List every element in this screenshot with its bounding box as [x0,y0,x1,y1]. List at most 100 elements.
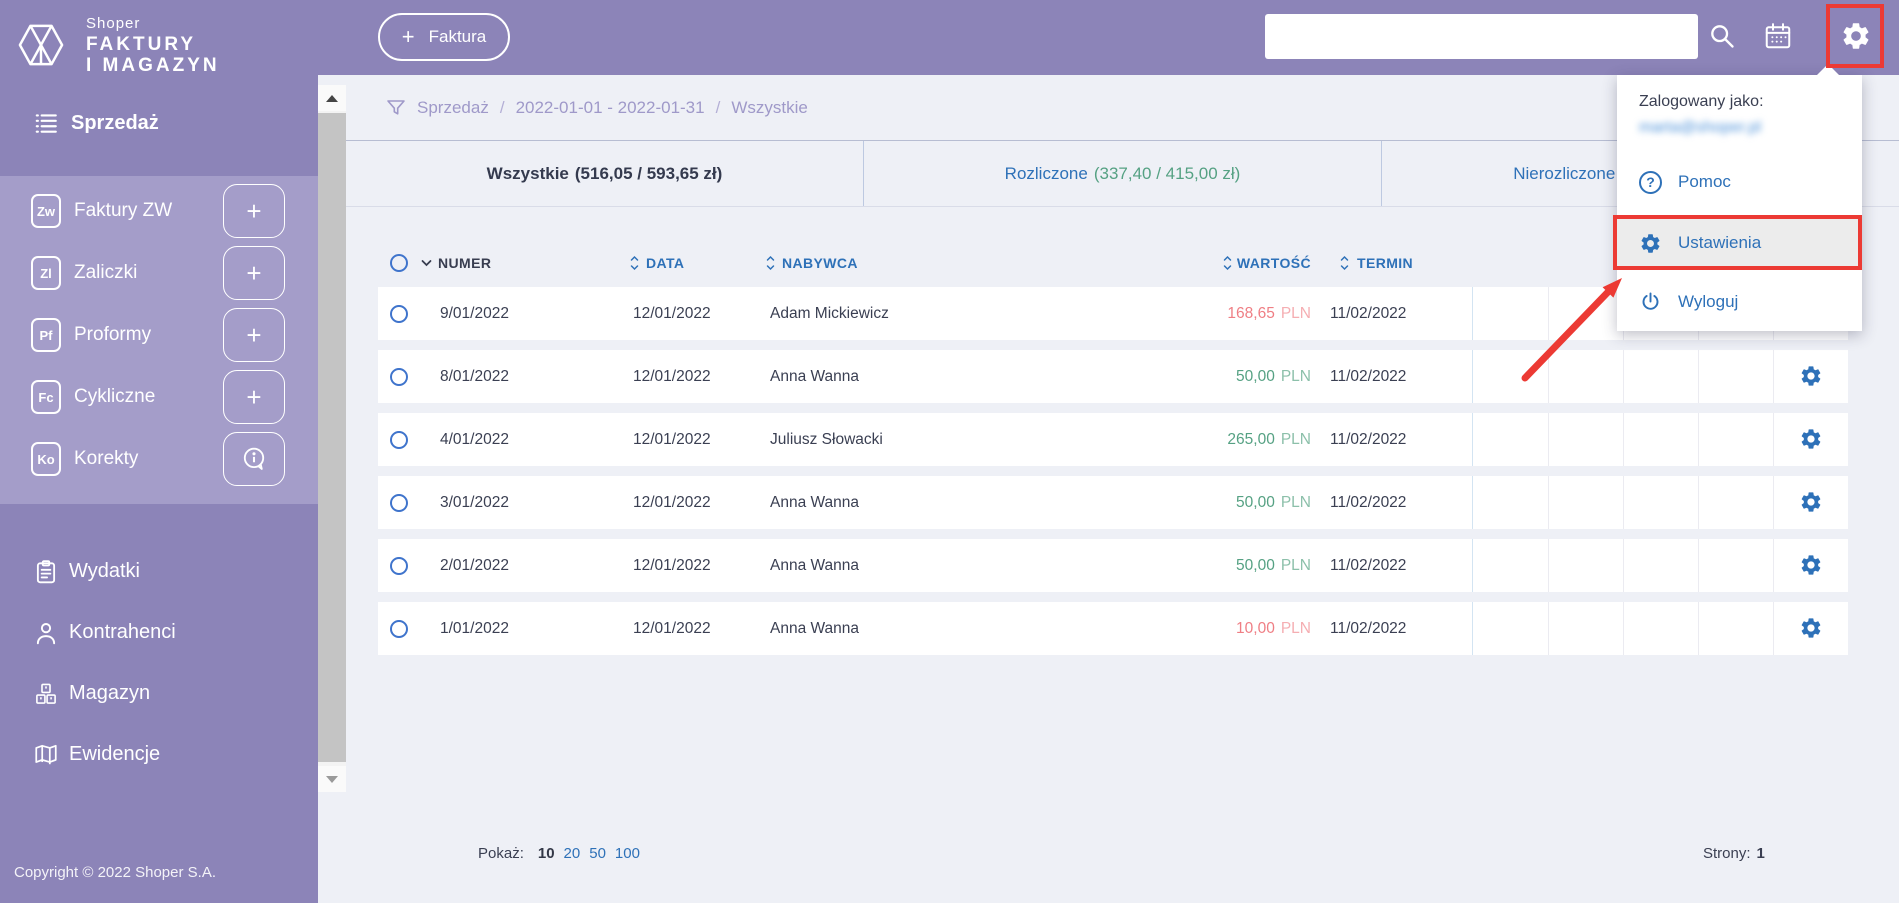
menu-item-wyloguj[interactable]: Wyloguj [1617,279,1862,325]
column-header-nabywca[interactable]: NABYWCA [782,255,858,271]
table-row[interactable]: 8/01/2022 12/01/2022 Anna Wanna 50,00 PL… [378,350,1848,403]
brand-magazyn: I MAGAZYN [86,55,220,76]
sidebar-item-label: Faktury ZW [74,200,173,221]
sort-icon[interactable] [766,255,775,271]
row-settings-gear-icon[interactable] [1799,427,1823,451]
column-divider [1773,350,1774,403]
brand-shoper: Shoper [86,15,141,32]
row-checkbox[interactable] [390,430,408,449]
filter-funnel-icon[interactable] [386,98,406,118]
user-email: marta@shoper.pl [1639,119,1762,136]
cell-nabywca: Anna Wanna [770,619,860,637]
page-size-50[interactable]: 50 [589,845,606,862]
table-row[interactable]: 4/01/2022 12/01/2022 Juliusz Słowacki 26… [378,413,1848,466]
calendar-icon[interactable] [1763,21,1793,51]
current-page: 1 [1756,845,1765,862]
cell-numer: 9/01/2022 [440,304,509,322]
sidebar-item-ewidencje[interactable]: Ewidencje [0,724,318,785]
row-checkbox[interactable] [390,556,408,575]
sidebar-item-korekty[interactable]: Ko Korekty [0,428,318,490]
breadcrumb-date-range[interactable]: 2022-01-01 - 2022-01-31 [515,98,705,117]
add-zaliczka-button[interactable]: + [223,246,285,300]
menu-item-label: Wyloguj [1678,292,1739,311]
scrollbar-thumb[interactable] [318,113,346,762]
sort-desc-icon [421,260,432,267]
sidebar-item-faktury-zw[interactable]: Zw Faktury ZW + [0,180,318,242]
add-faktura-zw-button[interactable]: + [223,184,285,238]
copyright-text: Copyright © 2022 Shoper S.A. [14,864,217,881]
doc-zl-icon: Zl [31,256,61,290]
add-proforma-button[interactable]: + [223,308,285,362]
column-header-numer[interactable]: NUMER [438,255,492,271]
cell-data: 12/01/2022 [633,493,711,511]
show-label: Pokaż: [478,845,524,862]
row-checkbox[interactable] [390,493,408,512]
row-checkbox[interactable] [390,304,408,323]
sidebar-item-wydatki[interactable]: Wydatki [0,541,318,602]
scroll-up-button[interactable] [318,85,346,111]
arrow-down-icon [326,775,338,783]
tab-wszystkie[interactable]: Wszystkie (516,05 / 593,65 zł) [346,141,863,206]
sidebar-item-kontrahenci[interactable]: Kontrahenci [0,602,318,663]
korekty-info-button[interactable] [223,432,285,486]
app-logo: Shoper FAKTURY I MAGAZYN [18,13,220,76]
search-icon[interactable] [1708,22,1736,50]
vertical-scrollbar[interactable] [318,85,346,792]
column-header-termin[interactable]: TERMIN [1357,255,1414,271]
column-header-wartosc[interactable]: WARTOŚĆ [1236,255,1311,271]
row-settings-gear-icon[interactable] [1799,490,1823,514]
sidebar-item-magazyn[interactable]: Magazyn [0,663,318,724]
scroll-down-button[interactable] [318,766,346,792]
plus-icon: + [401,24,415,49]
menu-item-pomoc[interactable]: ? Pomoc [1617,159,1862,205]
person-icon [36,622,56,644]
row-checkbox[interactable] [390,619,408,638]
sidebar-item-proformy[interactable]: Pf Proformy + [0,304,318,366]
sort-icon[interactable] [1223,255,1232,271]
tab-rozliczone[interactable]: Rozliczone (337,40 / 415,00 zł) [863,141,1381,206]
table-row[interactable]: 1/01/2022 12/01/2022 Anna Wanna 10,00 PL… [378,602,1848,655]
menu-item-ustawienia[interactable]: Ustawienia [1617,218,1862,268]
tab-amounts: (337,40 / 415,00 zł) [1093,163,1241,183]
value-currency: PLN [1280,304,1311,322]
sidebar-item-zaliczki[interactable]: Zl Zaliczki + [0,242,318,304]
table-row[interactable]: 2/01/2022 12/01/2022 Anna Wanna 50,00 PL… [378,539,1848,592]
add-cykliczna-button[interactable]: + [223,370,285,424]
column-divider [1472,413,1473,466]
cell-data: 12/01/2022 [633,556,711,574]
column-header-data[interactable]: DATA [646,255,685,271]
column-divider [1472,287,1473,340]
column-divider [1548,602,1549,655]
boxes-icon [36,683,56,704]
sidebar-item-sprzedaz[interactable]: Sprzedaż [0,96,318,150]
doc-zw-icon: Zw [31,194,61,228]
new-invoice-button[interactable]: + Faktura [378,13,510,61]
settings-gear-icon [1641,233,1660,253]
sidebar-item-cykliczne[interactable]: Fc Cykliczne + [0,366,318,428]
cell-wartosc: 50,00 PLN [1138,368,1311,386]
row-checkbox[interactable] [390,367,408,386]
page-size-100[interactable]: 100 [614,845,640,862]
map-icon [35,744,57,764]
sort-icon[interactable] [630,255,639,271]
page-size-10[interactable]: 10 [537,845,555,862]
row-settings-gear-icon[interactable] [1799,616,1823,640]
select-all-checkbox[interactable] [390,254,408,272]
cell-termin: 11/02/2022 [1330,556,1407,574]
column-divider [1623,350,1624,403]
breadcrumb-sprzedaz[interactable]: Sprzedaż [417,98,489,117]
column-divider [1698,539,1699,592]
global-search-input[interactable] [1265,14,1698,59]
sort-icon[interactable] [1340,255,1349,271]
row-settings-gear-icon[interactable] [1799,553,1823,577]
page-size-20[interactable]: 20 [563,845,581,862]
table-row[interactable]: 3/01/2022 12/01/2022 Anna Wanna 50,00 PL… [378,476,1848,529]
breadcrumb-wszystkie[interactable]: Wszystkie [731,98,808,117]
cell-wartosc: 265,00 PLN [1138,431,1311,449]
settings-gear-icon[interactable] [1840,20,1872,52]
logged-in-as-label: Zalogowany jako: [1639,93,1764,110]
table-header: NUMER DATA NABYWCA WARTOŚĆ TERMIN [378,240,1848,286]
row-settings-gear-icon[interactable] [1799,364,1823,388]
sidebar-item-label: Zaliczki [74,262,138,283]
cell-wartosc: 50,00 PLN [1138,494,1311,512]
